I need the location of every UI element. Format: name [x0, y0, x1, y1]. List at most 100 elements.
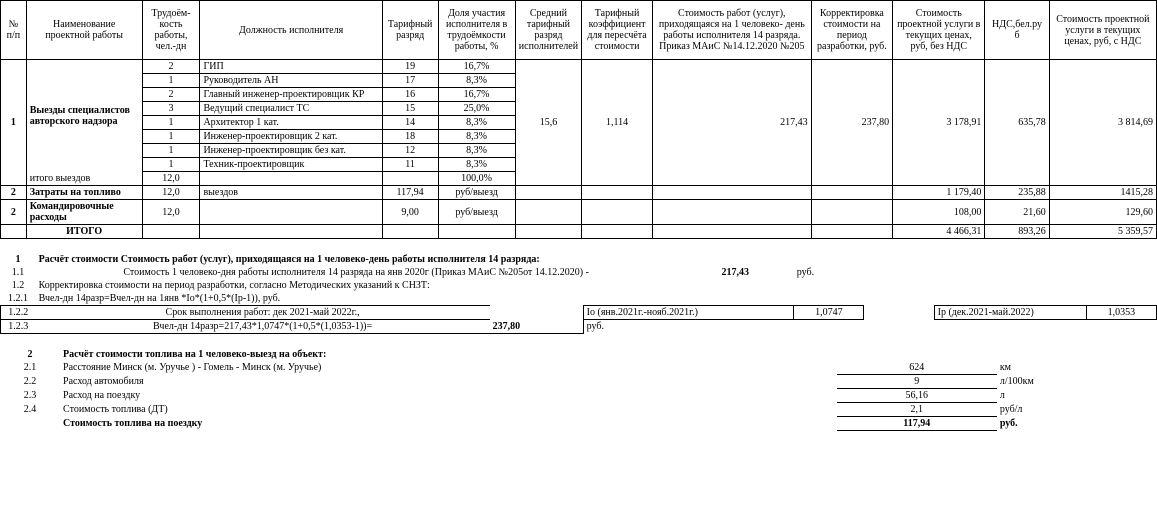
cell-name: Командировочные расходы	[26, 200, 142, 225]
cell-labor: 3	[142, 102, 200, 116]
c12-n: 1.2	[1, 279, 36, 292]
cell-vat: 893,26	[985, 225, 1049, 239]
hdr-coef: Тарифный коэффициент для пересчёта стоим…	[582, 1, 653, 60]
c11-t: Стоимость 1 человеко-дня работы исполнит…	[36, 266, 677, 279]
hdr-pos: Должность исполнителя	[200, 1, 382, 60]
cell-rate: 16	[382, 88, 438, 102]
c23-u: л	[997, 389, 1157, 403]
main-table: № п/п Наименование проектной работы Труд…	[0, 0, 1157, 239]
cell-rate: 15	[382, 102, 438, 116]
hdr-cost14: Стоимость работ (услуг), приходящаяся на…	[652, 1, 811, 60]
hdr-rate: Тарифный разряд	[382, 1, 438, 60]
row-travel: 2 Командировочные расходы 12,0 9,00 руб/…	[1, 200, 1157, 225]
c11-v: 217,43	[677, 266, 794, 279]
cell-sub-share: 100,0%	[438, 172, 515, 186]
table-row: 1Выезды специалистов авторского надзораи…	[1, 60, 1157, 74]
c25-t: Стоимость топлива на поездку	[60, 417, 837, 431]
cell-share: 8,3%	[438, 130, 515, 144]
c24-v: 2,1	[837, 403, 997, 417]
cell-pos: Руководитель АН	[200, 74, 382, 88]
row-total: ИТОГО 4 466,31 893,26 5 359,57	[1, 225, 1157, 239]
calc-section-1: 1 Расчёт стоимости Стоимость работ (услу…	[0, 253, 1157, 334]
cell-rate: 19	[382, 60, 438, 74]
cell-rate: 12	[382, 144, 438, 158]
cell-pos: Техник-проектировщик	[200, 158, 382, 172]
cell-labor: 1	[142, 74, 200, 88]
cell-share: руб/выезд	[438, 200, 515, 225]
c22-n: 2.2	[0, 375, 60, 389]
cell-share: 8,3%	[438, 74, 515, 88]
cell-sub-labor: 12,0	[142, 172, 200, 186]
cell-share: 8,3%	[438, 144, 515, 158]
cell-pos: выездов	[200, 186, 382, 200]
cell-rate: 9,00	[382, 200, 438, 225]
c22-t: Расход автомобиля	[60, 375, 837, 389]
hdr-share: Доля участия исполнителя в трудоёмкости …	[438, 1, 515, 60]
c122-t: Срок выполнения работ: дек 2021-май 2022…	[36, 306, 490, 320]
c123-t: Вчел-дн 14разр=217,43*1,0747*(1+0,5*(1,0…	[36, 320, 490, 334]
c123-n: 1.2.3	[1, 320, 36, 334]
cell-labor: 1	[142, 130, 200, 144]
cell-labor: 1	[142, 158, 200, 172]
row-fuel: 2 Затраты на топливо 12,0 выездов 117,94…	[1, 186, 1157, 200]
hdr-labor: Трудоём- кость работы, чел.-дн	[142, 1, 200, 60]
c25-v: 117,94	[837, 417, 997, 431]
c12-t: Корректировка стоимости на период разраб…	[36, 279, 1157, 292]
hdr-projnovat: Стоимость проектной услуги в текущих цен…	[893, 1, 985, 60]
cell-pos: Ведущий специалист ТС	[200, 102, 382, 116]
c122-iov: 1,0747	[794, 306, 864, 320]
c25-u: руб.	[997, 417, 1157, 431]
c21-n: 2.1	[0, 361, 60, 375]
c24-u: руб/л	[997, 403, 1157, 417]
cell-labor: 2	[142, 88, 200, 102]
cell-projnovat: 1 179,40	[893, 186, 985, 200]
cell-pos: ГИП	[200, 60, 382, 74]
cell-labor: 2	[142, 60, 200, 74]
cell-vat: 21,60	[985, 200, 1049, 225]
cell-share: руб/выезд	[438, 186, 515, 200]
cell-projnovat: 4 466,31	[893, 225, 985, 239]
cell-n: 2	[1, 186, 27, 200]
c123-u: руб.	[583, 320, 677, 334]
cell-total-name: ИТОГО	[26, 225, 142, 239]
cell-projvat: 1415,28	[1049, 186, 1156, 200]
subtotal-label: итого выездов	[30, 173, 91, 184]
cell-coef: 1,114	[582, 60, 653, 186]
cell-labor: 12,0	[142, 186, 200, 200]
cell-pos: Архитектор 1 кат.	[200, 116, 382, 130]
c23-v: 56,16	[837, 389, 997, 403]
cell-share: 8,3%	[438, 158, 515, 172]
c2-n: 2	[0, 348, 60, 361]
c11-u: руб.	[794, 266, 864, 279]
hdr-avgrate: Средний тарифный разряд исполнителей	[515, 1, 581, 60]
c122-ip: Iр (дек.2021-май.2022)	[934, 306, 1086, 320]
cell-projnovat: 108,00	[893, 200, 985, 225]
header-row: № п/п Наименование проектной работы Труд…	[1, 1, 1157, 60]
cell-projvat: 129,60	[1049, 200, 1156, 225]
c21-v: 624	[837, 361, 997, 375]
c23-n: 2.3	[0, 389, 60, 403]
c122-io: Io (янв.2021г.-нояб.2021г.)	[583, 306, 794, 320]
c22-u: л/100км	[997, 375, 1157, 389]
cell-rate: 14	[382, 116, 438, 130]
hdr-vat: НДС,бел.ру б	[985, 1, 1049, 60]
cell-rate: 17	[382, 74, 438, 88]
cell-pos: Инженер-проектировщик 2 кат.	[200, 130, 382, 144]
c24-n: 2.4	[0, 403, 60, 417]
c11-n: 1.1	[1, 266, 36, 279]
cell-pos: Главный инженер-проектировщик КР	[200, 88, 382, 102]
c123-v: 237,80	[490, 320, 584, 334]
cell-corr: 237,80	[811, 60, 892, 186]
cell-rate: 18	[382, 130, 438, 144]
c21-u: км	[997, 361, 1157, 375]
cell-projvat: 3 814,69	[1049, 60, 1156, 186]
cell-name: Выезды специалистов авторского надзораит…	[26, 60, 142, 186]
cell-rate: 117,94	[382, 186, 438, 200]
c1-title: Расчёт стоимости Стоимость работ (услуг)…	[36, 253, 1157, 266]
c121-n: 1.2.1	[1, 292, 36, 306]
cell-share: 8,3%	[438, 116, 515, 130]
c122-ipv: 1,0353	[1086, 306, 1156, 320]
cell-n: 2	[1, 200, 27, 225]
cell-projvat: 5 359,57	[1049, 225, 1156, 239]
cell-projnovat: 3 178,91	[893, 60, 985, 186]
